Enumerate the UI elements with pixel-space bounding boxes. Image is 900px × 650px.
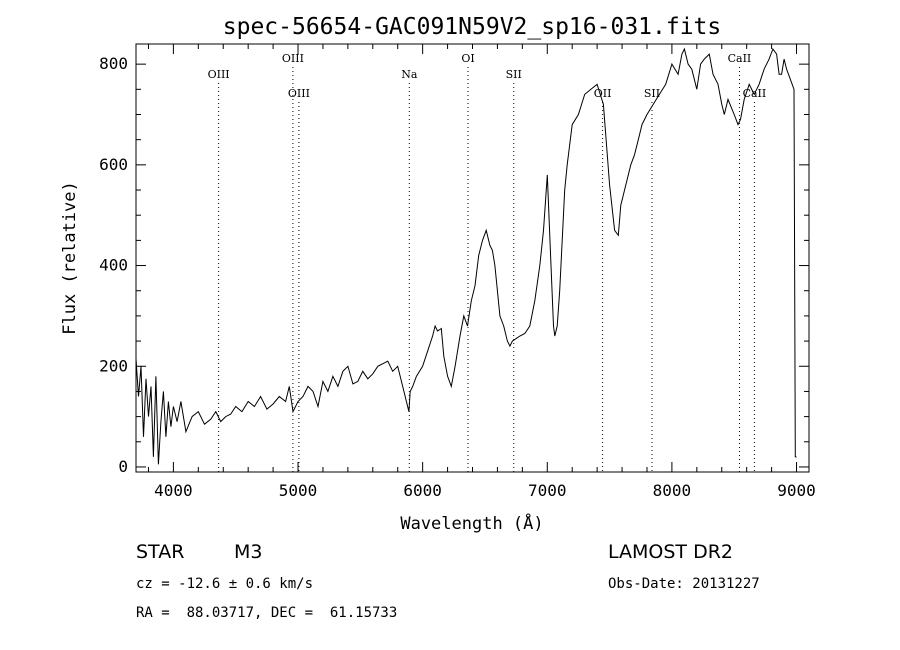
- line-marker-label: Na: [401, 68, 418, 81]
- x-tick-label: 7000: [528, 481, 567, 500]
- spectrum-line: [135, 47, 797, 465]
- redshift-velocity: cz = -12.6 ± 0.6 km/s: [136, 576, 314, 592]
- x-tick-label: 6000: [403, 481, 442, 500]
- line-marker-label: OII: [594, 87, 612, 100]
- line-marker-label: SII: [644, 87, 660, 100]
- x-tick-label: 8000: [653, 481, 692, 500]
- line-marker-label: OI: [461, 52, 474, 65]
- line-marker-label: OIII: [288, 87, 310, 100]
- y-tick-label: 800: [99, 54, 128, 73]
- x-tick-label: 4000: [154, 481, 193, 500]
- x-tick-label: 5000: [279, 481, 318, 500]
- y-tick-label: 0: [118, 457, 128, 476]
- object-class: STAR: [136, 541, 185, 563]
- chart-title: spec-56654-GAC091N59V2_sp16-031.fits: [223, 14, 722, 40]
- coordinates: RA = 88.03717, DEC = 61.15733: [136, 605, 398, 621]
- axis-ticks: 4000 5000 6000 7000 8000 9000 0 200 400 600 800: [99, 44, 816, 500]
- line-marker-label: SII: [506, 68, 522, 81]
- line-marker-label: CaII: [728, 52, 752, 65]
- x-axis-label: Wavelength (Å): [400, 512, 543, 534]
- survey-name: LAMOST DR2: [608, 541, 733, 563]
- y-tick-label: 600: [99, 155, 128, 174]
- line-marker-label: OIII: [282, 52, 304, 65]
- x-tick-label: 9000: [777, 481, 816, 500]
- y-tick-label: 400: [99, 256, 128, 275]
- object-subclass: M3: [234, 541, 263, 563]
- y-tick-label: 200: [99, 356, 128, 375]
- line-marker-label: OIII: [208, 68, 230, 81]
- y-axis-label: Flux (relative): [60, 181, 80, 335]
- observation-date: Obs-Date: 20131227: [608, 576, 760, 592]
